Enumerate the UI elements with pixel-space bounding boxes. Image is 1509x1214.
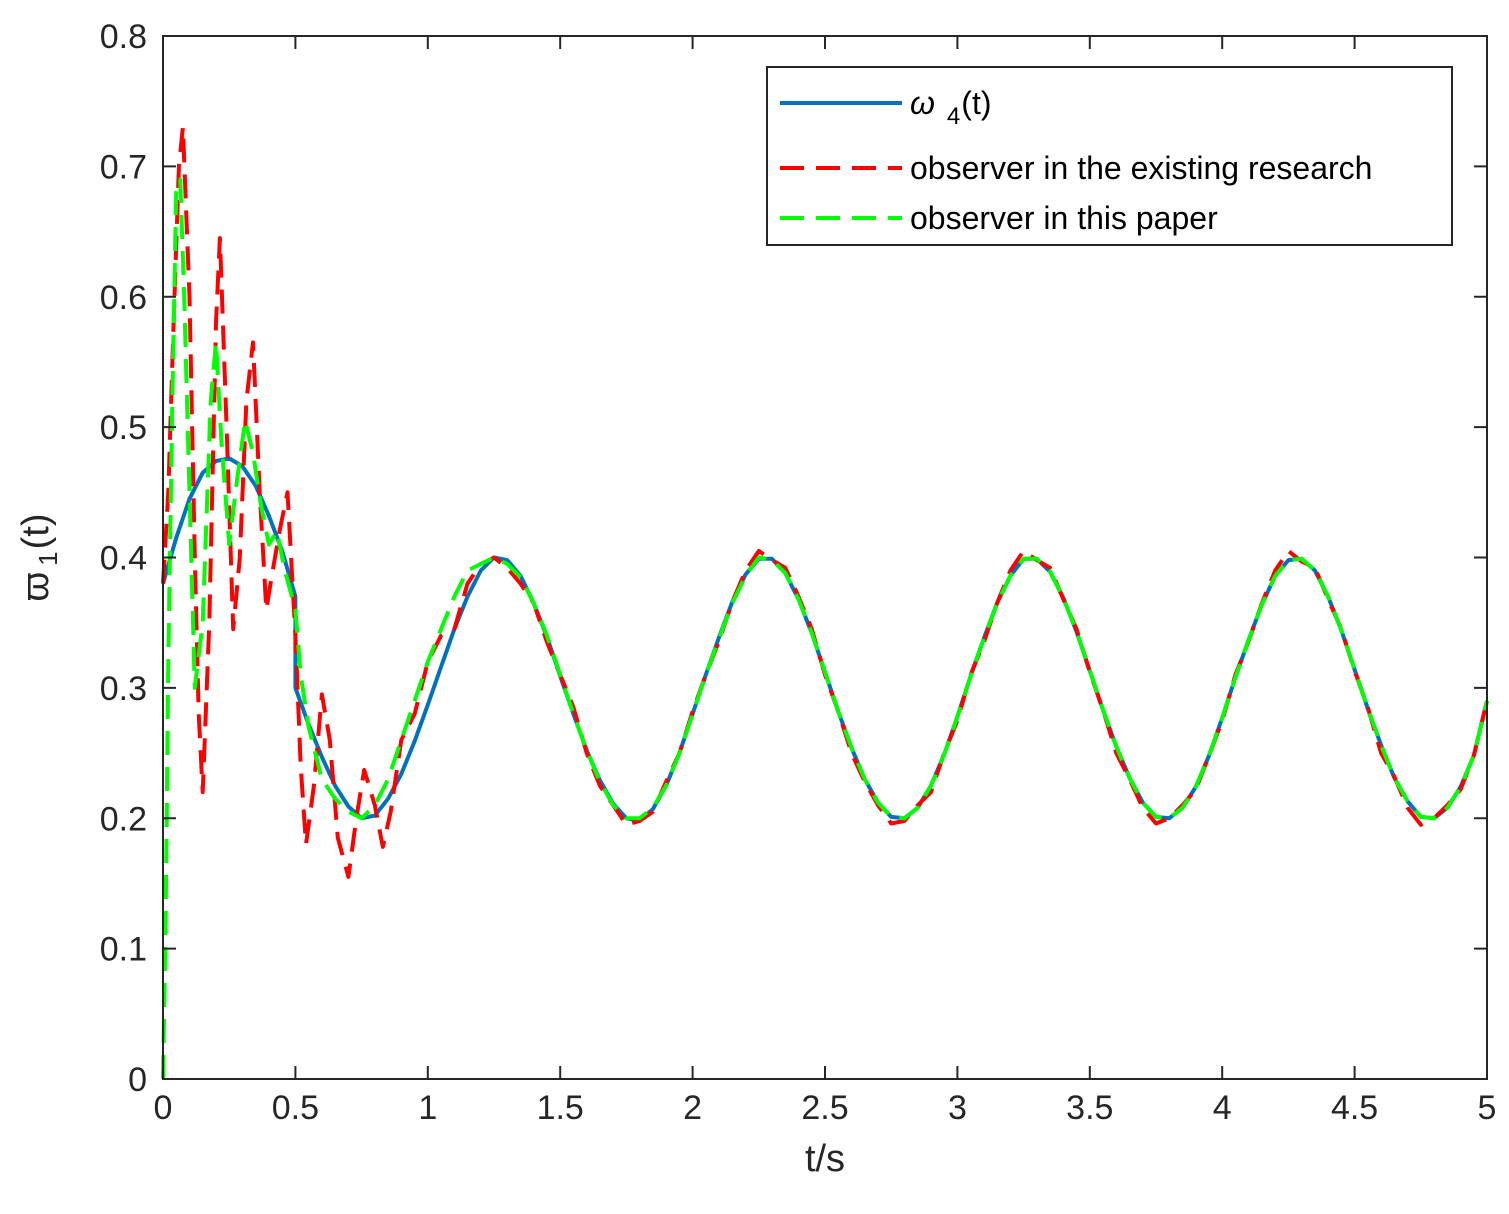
axis-tick-labels-group: 0 0.5 1 1.5 2 2.5 3 3.5 4 4.5 5 0 0.1 0.2 0.3 0.4 0.5 0.6… [100,18,1497,1127]
y-tick-label: 0.7 [100,148,147,186]
y-tick-label: 0.1 [100,931,147,969]
x-tick-label: 0 [154,1089,173,1127]
y-axis-label: ϖ 1 (t) [15,513,63,601]
legend-label-omega-4-suffix: (t) [961,85,991,121]
y-axis-label-symbol: ϖ [15,572,57,602]
y-tick-label: 0.4 [100,540,147,578]
x-tick-label: 1.5 [537,1089,584,1127]
x-tick-label: 4 [1213,1089,1232,1127]
x-tick-label: 1 [418,1089,437,1127]
y-tick-label: 0.2 [100,800,147,838]
legend-box [766,66,1453,246]
plot-series-group [161,125,1489,1080]
x-tick-label: 5 [1478,1089,1497,1127]
y-tick-label: 0.6 [100,279,147,317]
y-tick-label: 0 [128,1061,147,1099]
x-tick-label: 2.5 [801,1089,848,1127]
x-tick-label: 2 [683,1089,702,1127]
axis-ticks-group [162,35,1488,1080]
x-tick-label: 4.5 [1331,1089,1378,1127]
legend-label-omega-4-subscript: 4 [947,103,960,130]
y-tick-label: 0.8 [100,18,147,56]
y-axis-label-suffix: (t) [15,513,57,549]
x-tick-label: 3.5 [1066,1089,1113,1127]
legend: ω 4(t) observer in the existing research … [766,66,1453,246]
legend-label-omega-4-symbol: ω [910,85,935,121]
x-axis-label: t/s [805,1138,845,1180]
legend-label-this-paper: observer in this paper [910,200,1218,236]
y-axis-label-subscript: 1 [33,551,63,565]
legend-label-existing-research: observer in the existing research [910,150,1372,186]
y-tick-label: 0.3 [100,670,147,708]
x-tick-label: 3 [948,1089,967,1127]
x-tick-label: 0.5 [272,1089,319,1127]
legend-label-omega-4: ω 4(t) [910,85,991,130]
y-tick-label: 0.5 [100,409,147,447]
series-this-paper-line [161,177,1489,1080]
